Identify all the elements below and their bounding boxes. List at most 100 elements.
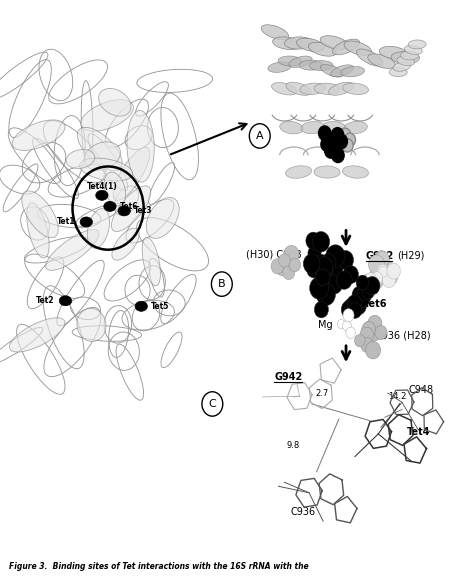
- Circle shape: [326, 245, 345, 267]
- Ellipse shape: [331, 65, 354, 77]
- Ellipse shape: [328, 82, 354, 95]
- Circle shape: [303, 254, 320, 273]
- Ellipse shape: [87, 209, 109, 248]
- Circle shape: [288, 256, 299, 269]
- Circle shape: [350, 298, 365, 314]
- Circle shape: [325, 144, 337, 158]
- Text: C936 (H28): C936 (H28): [375, 330, 431, 340]
- Circle shape: [368, 315, 382, 332]
- Text: Tet2: Tet2: [36, 297, 55, 305]
- Circle shape: [325, 132, 337, 147]
- Text: B: B: [218, 279, 226, 289]
- Ellipse shape: [408, 40, 426, 49]
- Ellipse shape: [142, 237, 161, 286]
- Circle shape: [362, 321, 376, 338]
- Text: Tet6: Tet6: [119, 202, 138, 211]
- Ellipse shape: [299, 60, 323, 70]
- Ellipse shape: [127, 110, 154, 182]
- Ellipse shape: [320, 65, 343, 77]
- Text: Figure 3.  Binding sites of Tet interactions with the 16S rRNA with the: Figure 3. Binding sites of Tet interacti…: [9, 562, 309, 571]
- Circle shape: [321, 137, 333, 151]
- Ellipse shape: [389, 68, 407, 76]
- Circle shape: [360, 274, 376, 292]
- Circle shape: [342, 139, 353, 152]
- Ellipse shape: [344, 121, 367, 134]
- Circle shape: [283, 265, 295, 280]
- Text: Mg: Mg: [318, 320, 333, 329]
- Ellipse shape: [301, 121, 325, 134]
- Circle shape: [387, 263, 401, 279]
- Ellipse shape: [66, 150, 95, 169]
- Ellipse shape: [300, 83, 326, 94]
- Ellipse shape: [296, 38, 325, 51]
- Ellipse shape: [356, 49, 383, 66]
- Ellipse shape: [268, 62, 292, 72]
- Circle shape: [316, 264, 331, 282]
- Circle shape: [372, 272, 383, 284]
- Ellipse shape: [286, 82, 311, 95]
- Ellipse shape: [59, 296, 72, 306]
- Circle shape: [360, 327, 374, 343]
- Circle shape: [339, 128, 351, 142]
- Circle shape: [373, 261, 388, 280]
- Circle shape: [312, 232, 329, 252]
- Text: 9.8: 9.8: [287, 440, 300, 450]
- Circle shape: [356, 275, 369, 290]
- Ellipse shape: [289, 56, 312, 68]
- Ellipse shape: [112, 228, 139, 260]
- Ellipse shape: [314, 83, 340, 94]
- Text: G942: G942: [365, 251, 393, 261]
- Ellipse shape: [280, 121, 303, 134]
- Ellipse shape: [135, 301, 147, 312]
- Circle shape: [367, 270, 384, 290]
- Circle shape: [364, 321, 374, 334]
- Circle shape: [365, 276, 380, 295]
- Circle shape: [355, 335, 365, 347]
- Circle shape: [362, 285, 374, 299]
- Circle shape: [271, 259, 284, 274]
- Circle shape: [344, 133, 356, 146]
- Circle shape: [331, 128, 344, 142]
- Circle shape: [382, 262, 395, 277]
- Circle shape: [343, 321, 351, 331]
- Circle shape: [344, 298, 357, 314]
- Circle shape: [335, 134, 347, 149]
- Circle shape: [377, 264, 389, 277]
- Ellipse shape: [118, 206, 130, 216]
- Circle shape: [365, 273, 376, 286]
- Text: Tet5: Tet5: [151, 302, 169, 311]
- Text: Tet4: Tet4: [407, 427, 430, 437]
- Circle shape: [375, 325, 387, 340]
- Text: G942: G942: [274, 372, 302, 381]
- Circle shape: [310, 277, 329, 299]
- Ellipse shape: [343, 83, 368, 94]
- Ellipse shape: [310, 61, 333, 71]
- Circle shape: [376, 250, 387, 264]
- Ellipse shape: [22, 191, 58, 238]
- Ellipse shape: [393, 62, 411, 71]
- Ellipse shape: [77, 127, 122, 171]
- Ellipse shape: [343, 166, 368, 178]
- Circle shape: [284, 246, 299, 263]
- Ellipse shape: [284, 37, 313, 49]
- Text: 2.7: 2.7: [316, 390, 329, 398]
- Circle shape: [306, 232, 320, 249]
- Ellipse shape: [111, 186, 151, 232]
- Text: C936: C936: [291, 507, 316, 517]
- Text: Tet3: Tet3: [134, 206, 152, 216]
- Circle shape: [307, 261, 321, 278]
- Circle shape: [289, 258, 301, 272]
- Ellipse shape: [314, 166, 340, 178]
- Circle shape: [341, 301, 357, 319]
- Ellipse shape: [309, 42, 336, 56]
- Ellipse shape: [341, 66, 365, 77]
- Circle shape: [308, 246, 321, 261]
- Circle shape: [357, 287, 369, 300]
- Circle shape: [383, 272, 396, 288]
- Text: C: C: [209, 399, 216, 409]
- Text: C948: C948: [409, 384, 434, 395]
- Circle shape: [361, 338, 374, 353]
- Text: (H29): (H29): [397, 251, 425, 261]
- Circle shape: [350, 296, 366, 315]
- Circle shape: [337, 271, 352, 290]
